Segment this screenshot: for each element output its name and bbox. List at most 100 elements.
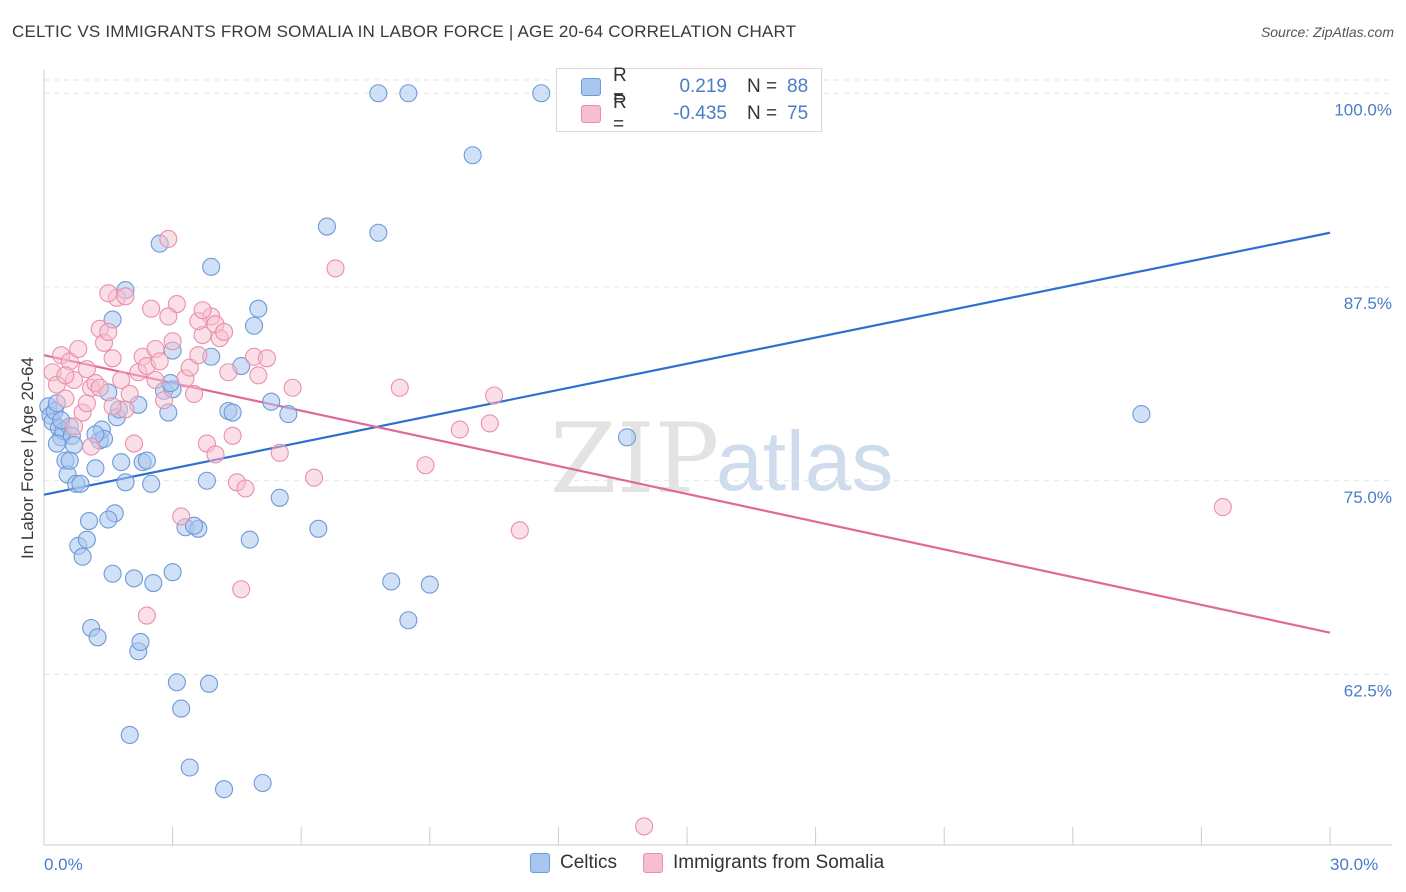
celtics-swatch xyxy=(530,853,550,873)
y-axis-label: In Labor Force | Age 20-64 xyxy=(18,357,37,559)
series-legend: Celtics Immigrants from Somalia xyxy=(530,852,910,874)
celtics-point xyxy=(180,758,199,777)
somalia-point xyxy=(64,417,84,436)
somalia-point xyxy=(480,414,499,433)
legend-item-celtics: Celtics xyxy=(530,852,617,874)
celtics-label: Celtics xyxy=(560,852,618,873)
somalia-point xyxy=(635,817,654,836)
somalia-point xyxy=(82,437,101,456)
somalia-point xyxy=(223,426,242,445)
celtics-point xyxy=(64,436,84,455)
celtics-point xyxy=(112,453,131,472)
celtics-point xyxy=(214,780,234,799)
somalia-point xyxy=(142,299,161,318)
legend-row-somalia: R = -0.435 N = 75 xyxy=(581,92,808,135)
celtics-point xyxy=(120,725,139,745)
somalia-point xyxy=(270,443,289,462)
celtics-point xyxy=(116,473,135,492)
legend-swatch-blue xyxy=(581,78,601,96)
somalia-point xyxy=(180,358,199,377)
somalia-point xyxy=(390,378,409,397)
somalia-swatch xyxy=(643,853,664,873)
celtics-point xyxy=(60,451,79,470)
celtics-point xyxy=(197,471,216,490)
somalia-point xyxy=(219,363,238,382)
legend-swatch-pink xyxy=(581,105,601,123)
celtics-point xyxy=(199,674,219,693)
somalia-point xyxy=(416,456,435,475)
celtics-point xyxy=(399,84,418,103)
y-tick-label: 75.0% xyxy=(1344,488,1392,507)
y-tick-label: 100.0% xyxy=(1334,100,1392,119)
celtics-point xyxy=(131,632,150,652)
somalia-point xyxy=(77,394,96,413)
somalia-point xyxy=(189,346,208,365)
legend-n-label: N = xyxy=(747,103,778,124)
somalia-point xyxy=(103,349,122,368)
celtics-point xyxy=(47,434,66,453)
axes xyxy=(43,70,1392,846)
somalia-point xyxy=(193,301,212,320)
celtics-trend-line xyxy=(43,231,1331,496)
somalia-point xyxy=(510,521,529,540)
somalia-point xyxy=(154,391,174,410)
celtics-point xyxy=(223,403,242,422)
celtics-point xyxy=(463,146,482,165)
celtics-points xyxy=(39,84,1151,799)
celtics-point xyxy=(71,474,90,493)
somalia-point xyxy=(116,287,135,306)
legend-r-value: -0.435 xyxy=(673,103,727,124)
celtics-point xyxy=(369,223,388,242)
somalia-point xyxy=(124,434,144,453)
somalia-point xyxy=(249,366,268,385)
somalia-point xyxy=(232,580,251,599)
celtics-point xyxy=(172,699,191,718)
legend-n-value: 88 xyxy=(787,76,809,97)
somalia-point xyxy=(137,606,156,625)
celtics-point xyxy=(420,575,439,594)
celtics-point xyxy=(262,392,281,411)
somalia-point xyxy=(99,284,118,303)
somalia-trend-line xyxy=(43,354,1331,634)
celtics-point xyxy=(309,519,328,538)
somalia-point xyxy=(257,349,276,368)
legend-n-label: N = xyxy=(747,76,778,97)
somalia-point xyxy=(99,322,118,342)
somalia-point xyxy=(56,366,75,385)
chart-title: CELTIC VS IMMIGRANTS FROM SOMALIA IN LAB… xyxy=(12,22,797,41)
somalia-point xyxy=(1213,498,1232,517)
somalia-point xyxy=(56,389,75,408)
somalia-point xyxy=(206,445,225,464)
somalia-point xyxy=(236,479,255,498)
somalia-point xyxy=(103,397,122,416)
somalia-label: Immigrants from Somalia xyxy=(673,852,885,873)
x-tick-max: 30.0% xyxy=(1330,855,1378,874)
somalia-point xyxy=(283,378,302,397)
legend-row-celtics: R = 0.219 N = 88 xyxy=(581,65,809,108)
celtics-point xyxy=(1132,405,1151,424)
somalia-point xyxy=(146,370,165,390)
somalia-point xyxy=(90,378,109,397)
celtics-point xyxy=(184,516,204,535)
y-tick-labels: 62.5% 75.0% 87.5% 100.0% xyxy=(1334,100,1392,700)
somalia-point xyxy=(326,259,345,278)
legend-r-label: R = xyxy=(613,92,627,135)
somalia-point xyxy=(69,339,88,359)
celtics-point xyxy=(88,628,107,647)
somalia-point xyxy=(112,370,131,390)
celtics-point xyxy=(240,530,259,549)
celtics-point xyxy=(279,405,298,424)
chart-source: Source: ZipAtlas.com xyxy=(1260,24,1394,40)
celtics-point xyxy=(77,530,96,549)
somalia-point xyxy=(77,360,96,379)
celtics-point xyxy=(142,474,161,493)
celtics-point xyxy=(270,488,289,507)
watermark-atlas: atlas xyxy=(716,414,893,508)
stats-legend: R = 0.219 N = 88 R = -0.435 N = 75 xyxy=(556,65,822,135)
celtics-point xyxy=(73,547,92,566)
watermark-zip: ZIP xyxy=(550,403,719,515)
celtics-point xyxy=(369,84,388,103)
legend-r-value: 0.219 xyxy=(679,76,727,97)
somalia-point xyxy=(450,420,469,439)
celtics-point xyxy=(167,673,186,692)
